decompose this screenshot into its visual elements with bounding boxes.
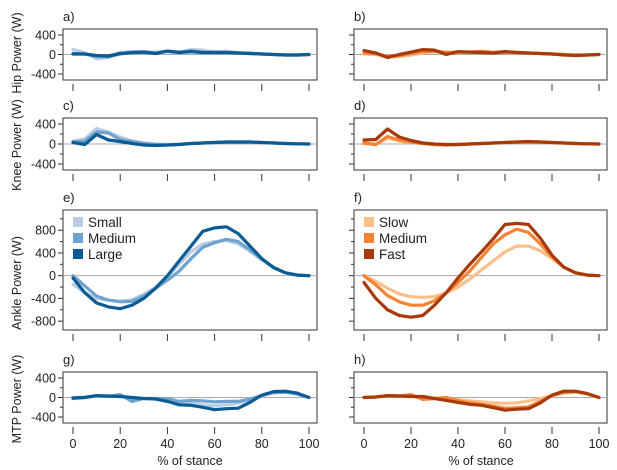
x-tick-label: 60 bbox=[208, 437, 222, 451]
panel-label: h) bbox=[354, 352, 366, 367]
legend-swatch bbox=[73, 249, 83, 259]
panel-label: b) bbox=[354, 9, 366, 24]
x-tick-label: 20 bbox=[113, 437, 127, 451]
series-line-large bbox=[71, 132, 311, 148]
panel-label: f) bbox=[354, 190, 362, 205]
x-tick-label: 80 bbox=[255, 437, 269, 451]
y-tick-label: -400 bbox=[31, 292, 56, 306]
y-tick-label: 800 bbox=[35, 224, 56, 238]
x-tick-label: 100 bbox=[299, 437, 320, 451]
legend-swatch bbox=[73, 217, 83, 227]
y-tick-label: -400 bbox=[31, 158, 56, 172]
series-line-large bbox=[71, 49, 311, 58]
x-tick-label: 60 bbox=[498, 437, 512, 451]
ylabel-knee: Knee Power (W) bbox=[10, 99, 24, 191]
series-line-large bbox=[71, 389, 311, 412]
panel-h: 0 20 40 60 80 100 h) bbox=[349, 352, 609, 451]
y-tick-label: 0 bbox=[49, 48, 56, 62]
xlabel-right: % of stance bbox=[448, 454, 513, 468]
legend-swatch bbox=[364, 233, 374, 243]
legend-swatch bbox=[73, 233, 83, 243]
y-tick-label: -800 bbox=[31, 315, 56, 329]
x-tick-label: 40 bbox=[451, 437, 465, 451]
x-tick-label: 100 bbox=[589, 437, 610, 451]
y-tick-label: 400 bbox=[35, 246, 56, 260]
y-tick-label: 400 bbox=[35, 29, 56, 43]
x-tick-label: 0 bbox=[70, 437, 77, 451]
series-line-fast bbox=[362, 127, 601, 147]
panel-b: b) bbox=[349, 9, 608, 91]
legend-label: Small bbox=[88, 215, 122, 230]
series-line-large bbox=[71, 225, 311, 311]
y-tick-label: 400 bbox=[35, 372, 56, 386]
legend-label: Slow bbox=[379, 215, 409, 230]
y-tick-label: 0 bbox=[49, 391, 56, 405]
y-tick-label: 0 bbox=[49, 269, 56, 283]
ylabel-ankle: Ankle Power (W) bbox=[10, 236, 24, 330]
ylabel-hip: Hip Power (W) bbox=[10, 12, 24, 93]
legend-label: Medium bbox=[379, 231, 427, 246]
series-line-fast bbox=[362, 389, 601, 412]
x-tick-label: 20 bbox=[404, 437, 418, 451]
legend-swatch bbox=[364, 249, 374, 259]
panel-label: e) bbox=[63, 190, 75, 205]
legend-label: Fast bbox=[379, 247, 406, 262]
xlabel-left: % of stance bbox=[157, 454, 222, 468]
x-tick-label: 80 bbox=[545, 437, 559, 451]
panel-c: -400 0 400 c) bbox=[31, 98, 318, 181]
panel-g: -400 0 400 0 20 40 60 80 100 g) bbox=[31, 352, 320, 451]
ylabel-mtp: MTP Power (W) bbox=[10, 355, 24, 444]
legend-swatch bbox=[364, 217, 374, 227]
panel-label: a) bbox=[63, 9, 75, 24]
series-line-fast bbox=[362, 221, 601, 319]
y-tick-label: 400 bbox=[35, 118, 56, 132]
series-line-fast bbox=[362, 48, 601, 59]
panel-label: d) bbox=[354, 98, 366, 113]
plot-frame bbox=[62, 209, 318, 331]
panel-d: d) bbox=[349, 98, 608, 181]
x-tick-label: 0 bbox=[361, 437, 368, 451]
x-tick-label: 40 bbox=[160, 437, 174, 451]
y-tick-label: 0 bbox=[49, 138, 56, 152]
legend-label: Medium bbox=[88, 231, 136, 246]
panel-label: g) bbox=[63, 352, 75, 367]
y-tick-label: -400 bbox=[31, 411, 56, 425]
y-tick-label: -400 bbox=[31, 68, 56, 82]
legend-label: Large bbox=[88, 247, 123, 262]
panel-label: c) bbox=[63, 98, 74, 113]
panel-a: -400 0 400 a) bbox=[31, 9, 318, 91]
